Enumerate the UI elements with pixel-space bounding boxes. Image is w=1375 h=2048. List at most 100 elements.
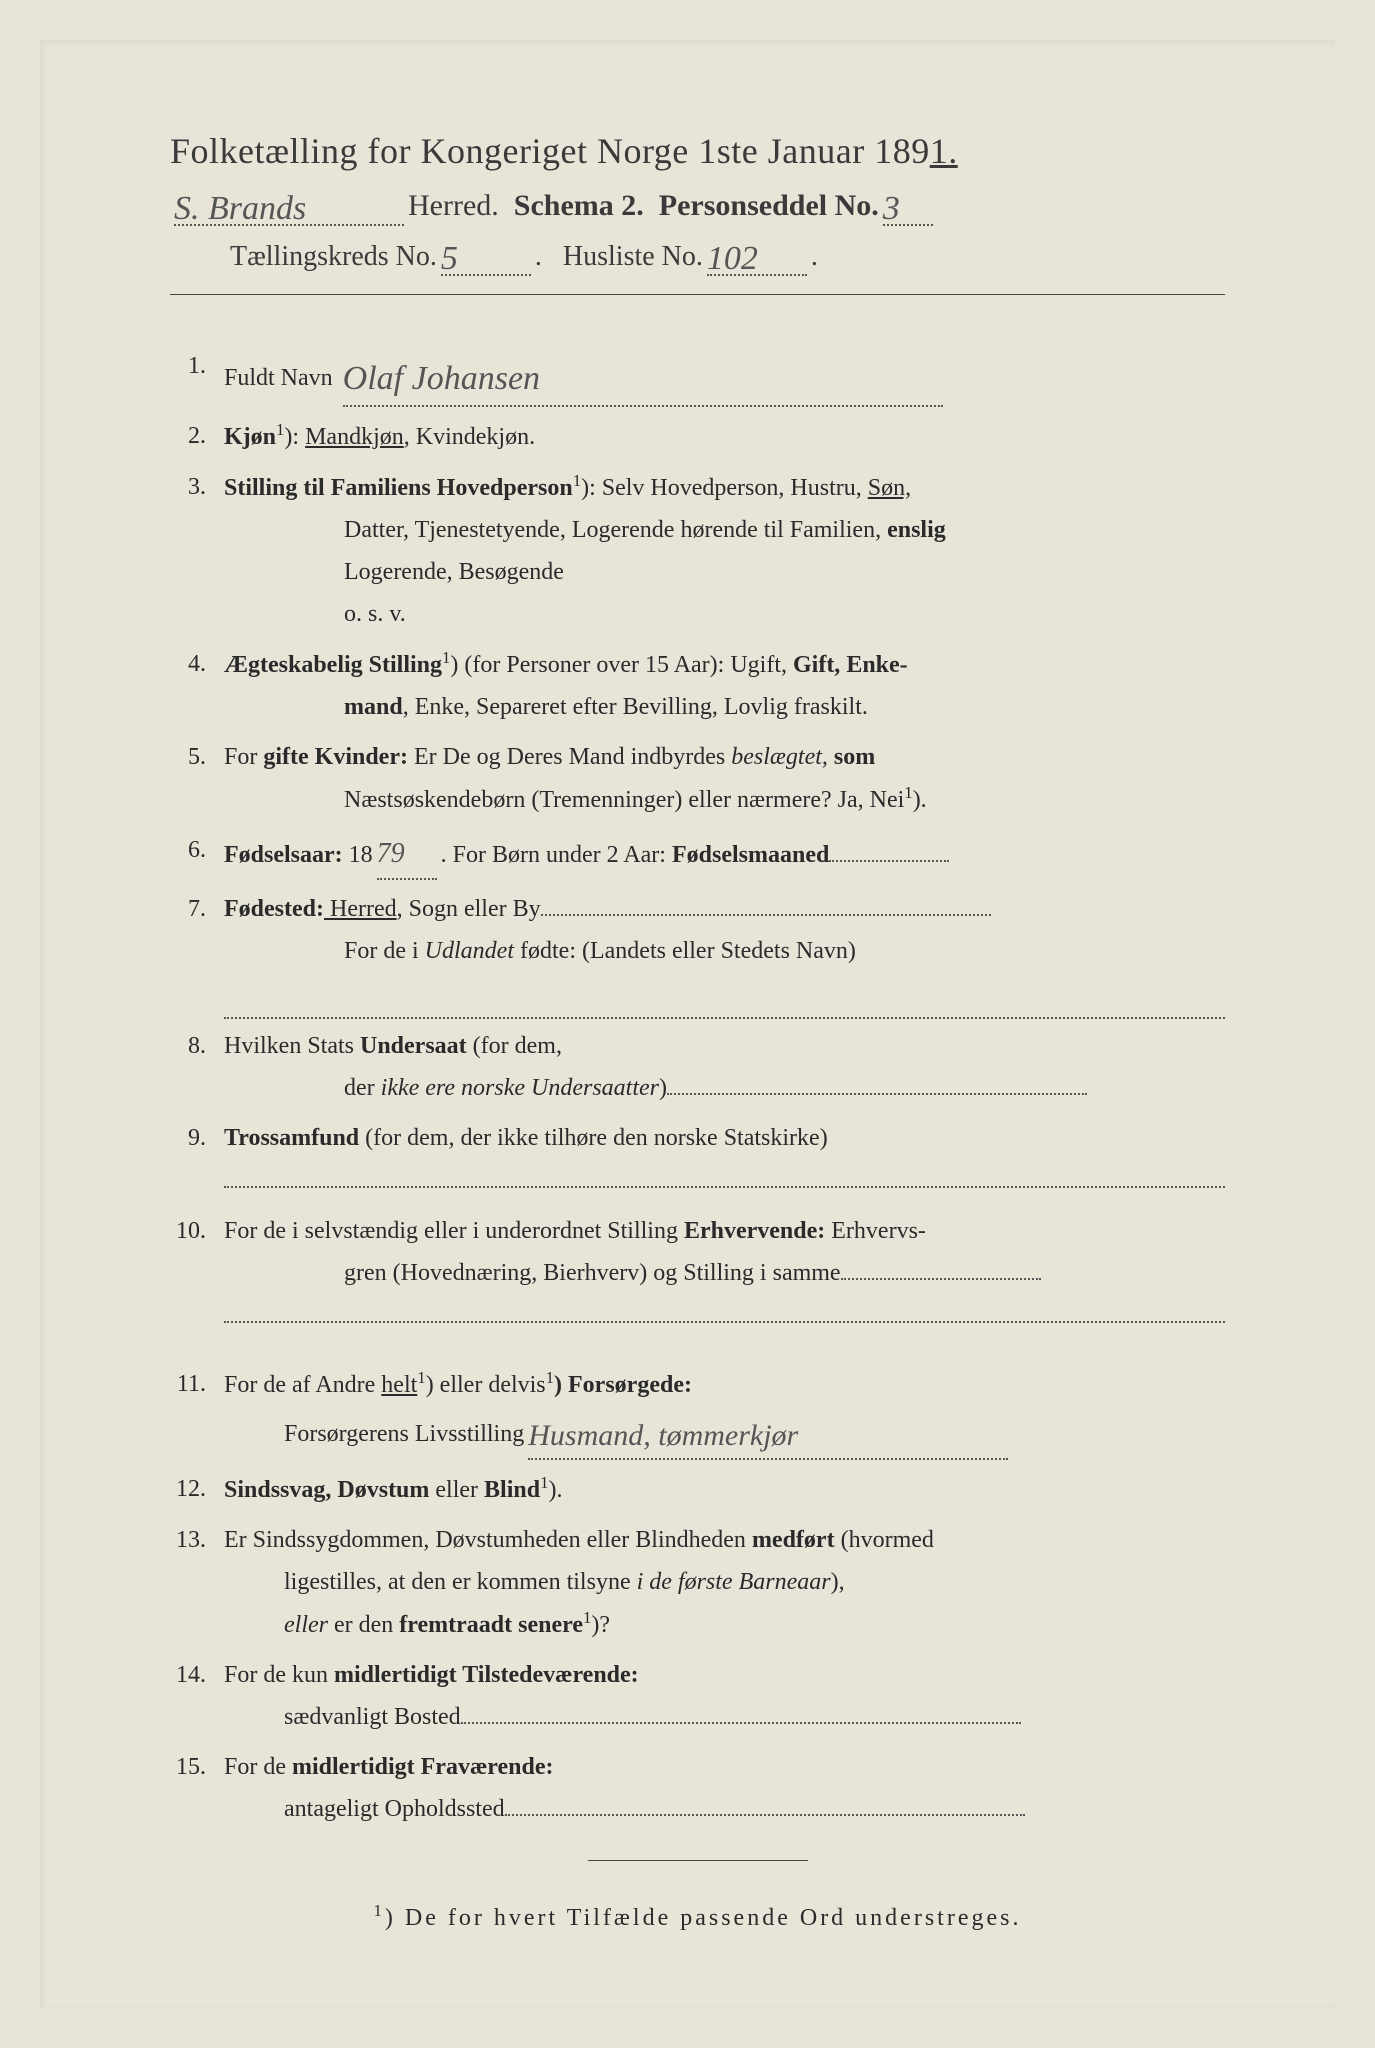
prefix-6: 18 (343, 842, 373, 868)
num-2: 2. (170, 415, 224, 457)
line8-2: der ikke ere norske Undersaatter) (224, 1067, 1225, 1109)
line3-4: o. s. v. (224, 593, 1225, 635)
num-8: 8. (170, 1025, 224, 1067)
enke: Enke- (846, 652, 907, 678)
line3-2: Datter, Tjenestetyende, Logerende hørend… (224, 509, 1225, 551)
birthplace-field (541, 892, 991, 916)
row-15: 15. For de midlertidigt Fraværende: anta… (170, 1746, 1225, 1830)
state-field (667, 1071, 1087, 1095)
herred: Herred (324, 896, 397, 922)
rest-5: Er De og Deres Mand indbyrdes (408, 744, 731, 770)
occupation-field2 (224, 1294, 1225, 1323)
provider-field: Husmand, tømmerkjør (528, 1406, 1008, 1461)
enslig: enslig (887, 517, 946, 543)
prefix-15: For de (224, 1754, 292, 1780)
content-8: Hvilken Stats Undersaat (for dem, der ik… (224, 1025, 1225, 1109)
blind: Blind (484, 1477, 540, 1503)
end-12: ). (548, 1477, 562, 1503)
schema-label: Schema 2. (514, 189, 644, 223)
label-9: Trossamfund (224, 1125, 359, 1151)
blank-line-7 (224, 986, 1225, 1020)
form-header: Folketælling for Kongeriget Norge 1ste J… (170, 130, 1225, 295)
label-4: Ægteskabelig Stilling (224, 652, 442, 678)
footnote-divider (588, 1860, 808, 1861)
name-value: Olaf Johansen (343, 360, 540, 397)
label-1: Fuldt Navn (224, 365, 333, 391)
gifte: gifte Kvinder: (263, 744, 408, 770)
rest-4: ) (for Personer over 15 Aar): Ugift, (450, 652, 793, 678)
num-7: 7. (170, 888, 224, 930)
opt-kvindekjon: , Kvindekjøn. (404, 424, 535, 450)
row-8: 8. Hvilken Stats Undersaat (for dem, der… (170, 1025, 1225, 1109)
rest-6: . For Børn under 2 Aar: (441, 842, 672, 868)
religion-field (224, 1159, 1225, 1188)
num-10: 10. (170, 1210, 224, 1252)
rest-9: (for dem, der ikke tilhøre den norske St… (359, 1125, 828, 1151)
medfodt: medført (752, 1527, 835, 1553)
num-3: 3. (170, 466, 224, 508)
line13-2: ligestilles, at den er kommen tilsyne i … (224, 1561, 1225, 1603)
label-3: Stilling til Familiens Hovedperson (224, 475, 573, 501)
num-14: 14. (170, 1654, 224, 1696)
content-14: For de kun midlertidigt Tilstedeværende:… (224, 1654, 1225, 1738)
month-field (829, 838, 949, 862)
subtitle-1: S. Brands Herred. Schema 2. Personseddel… (170, 186, 1225, 226)
herred-value: S. Brands (174, 190, 306, 227)
rest-3: ): Selv Hovedperson, Hustru, (581, 475, 868, 501)
num-11: 11. (170, 1363, 224, 1405)
content-5: For gifte Kvinder: Er De og Deres Mand i… (224, 736, 1225, 821)
husliste-field: 102 (707, 236, 807, 276)
taellingskreds-label: Tællingskreds No. (230, 241, 437, 273)
taellingskreds-value: 5 (441, 240, 458, 277)
personseddel-field: 3 (883, 186, 933, 226)
fors: ) Forsørgede: (554, 1372, 692, 1398)
row-2: 2. Kjøn1): Mandkjøn, Kvindekjøn. (170, 415, 1225, 458)
header-divider (170, 294, 1225, 295)
main-title: Folketælling for Kongeriget Norge 1ste J… (170, 130, 1225, 172)
subtitle-2: Tællingskreds No. 5. Husliste No. 102. (170, 236, 1225, 276)
row-1: 1. Fuldt Navn Olaf Johansen (170, 345, 1225, 407)
undersaat: Undersaat (360, 1033, 467, 1059)
husliste-value: 102 (707, 240, 758, 277)
prefix-13: Er Sindssygdommen, Døvstumheden eller Bl… (224, 1527, 752, 1553)
rest-12: eller (429, 1477, 484, 1503)
occupation-field (841, 1256, 1041, 1280)
provider-value: Husmand, tømmerkjør (528, 1419, 798, 1452)
line4-2: mand, Enke, Separeret efter Bevilling, L… (224, 686, 1225, 728)
location-field (505, 1792, 1025, 1816)
num-15: 15. (170, 1746, 224, 1788)
row-5: 5. For gifte Kvinder: Er De og Deres Man… (170, 736, 1225, 821)
mid-11: ) eller delvis (426, 1372, 546, 1398)
footnote-sup: 1 (374, 1901, 385, 1920)
row-9: 9. Trossamfund (for dem, der ikke tilhør… (170, 1117, 1225, 1202)
prefix-5: For (224, 744, 263, 770)
title-g: g (340, 131, 359, 171)
content-1: Fuldt Navn Olaf Johansen (224, 345, 1225, 407)
row-7: 7. Fødested: Herred, Sogn eller By For d… (170, 888, 1225, 972)
content-7: Fødested: Herred, Sogn eller By For de i… (224, 888, 1225, 972)
line13-3: eller er den fremtraadt senere1)? (224, 1603, 1225, 1646)
opt-mandkjon: Mandkjøn (305, 424, 404, 450)
content-10: For de i selvstændig eller i underordnet… (224, 1210, 1225, 1337)
herred-label: Herred. (408, 189, 499, 223)
prefix-8: Hvilken Stats (224, 1033, 360, 1059)
num-4: 4. (170, 643, 224, 685)
helt: helt (381, 1372, 417, 1398)
census-form-page: Folketælling for Kongeriget Norge 1ste J… (40, 40, 1335, 2008)
beslaegtet: beslægtet, (731, 744, 828, 770)
line10-2: gren (Hovednæring, Bierhverv) og Stillin… (224, 1252, 1225, 1294)
label-2: Kjøn (224, 424, 276, 450)
num-9: 9. (170, 1117, 224, 1159)
title-rest: for Kongeriget Norge 1ste Januar 189 (358, 131, 930, 171)
son: Søn, (868, 475, 911, 501)
line7-2: For de i Udlandet fødte: (Landets eller … (224, 930, 1225, 972)
form-body: 1. Fuldt Navn Olaf Johansen 2. Kjøn1): M… (170, 345, 1225, 1830)
num-13: 13. (170, 1519, 224, 1561)
title-year: 1. (930, 131, 958, 171)
content-9: Trossamfund (for dem, der ikke tilhøre d… (224, 1117, 1225, 1202)
sup11a: 1 (417, 1368, 425, 1387)
content-15: For de midlertidigt Fraværende: antageli… (224, 1746, 1225, 1830)
erhv: Erhvervende: (684, 1218, 825, 1244)
line3-3: Logerende, Besøgende (224, 551, 1225, 593)
fodsels: Fødselsmaaned (672, 842, 829, 868)
